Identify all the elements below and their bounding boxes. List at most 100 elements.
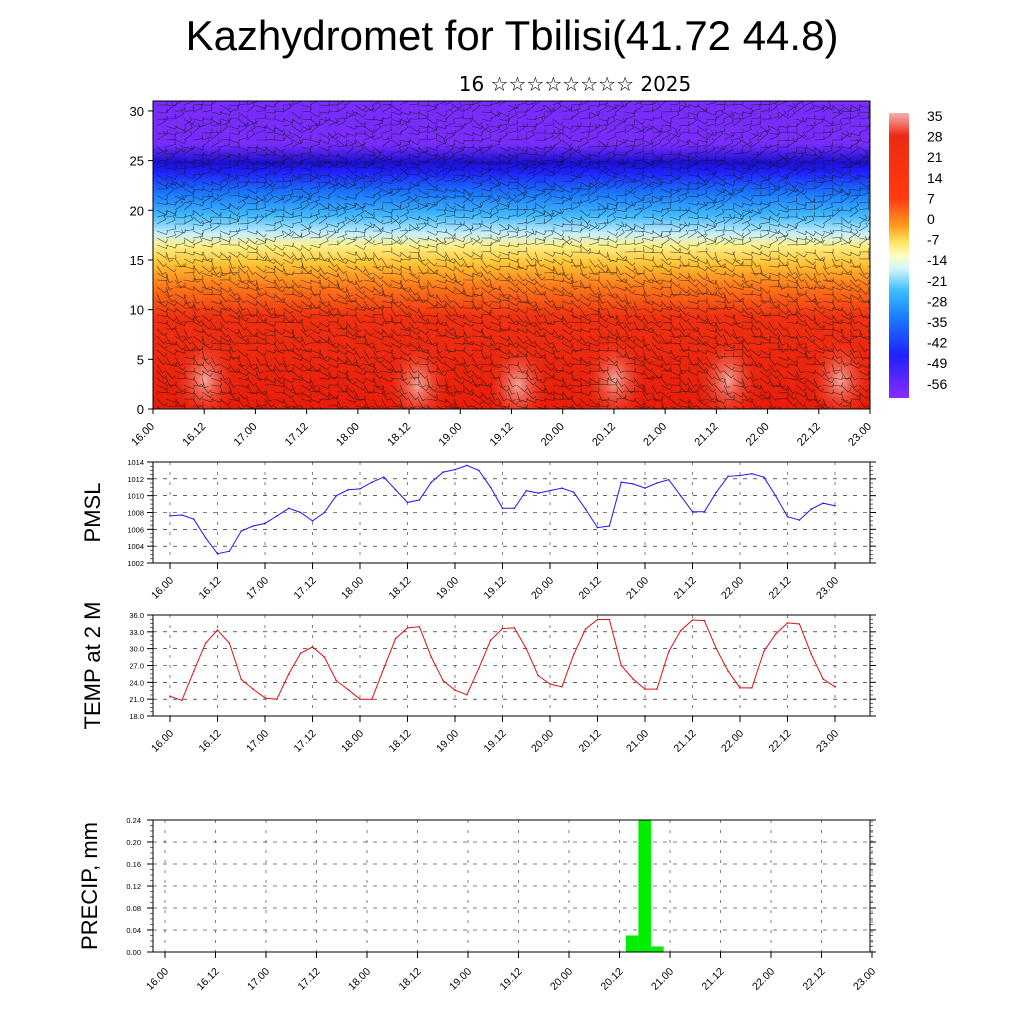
wind-barb	[408, 160, 420, 167]
wind-barb	[327, 251, 338, 261]
wind-barb	[651, 174, 663, 181]
wind-barb	[786, 342, 797, 352]
wind-barb	[633, 180, 644, 190]
wind-barb	[813, 237, 825, 244]
wind-barb	[525, 204, 537, 211]
wind-barb	[219, 398, 231, 406]
wind-barb	[741, 300, 751, 311]
wind-barb	[723, 272, 735, 277]
wind-barb	[192, 293, 201, 304]
data-point	[668, 650, 670, 653]
wind-barb	[561, 279, 573, 285]
wind-barb	[264, 237, 277, 243]
wind-barb	[552, 157, 564, 163]
wind-barb	[633, 356, 645, 364]
wind-barb	[165, 251, 174, 262]
wind-barb	[597, 251, 609, 259]
wind-barb	[642, 321, 653, 331]
y-tick-label: 1002	[127, 559, 144, 568]
wind-barb	[615, 251, 627, 260]
wind-barb	[552, 366, 564, 372]
wind-barb	[768, 160, 780, 168]
wind-barb	[831, 307, 844, 312]
wind-barb	[282, 405, 295, 409]
wind-barb	[588, 181, 600, 188]
wind-barb	[318, 370, 330, 377]
wind-barb	[813, 146, 825, 154]
wind-barb	[408, 286, 419, 296]
wind-barb	[174, 363, 186, 371]
wind-barb	[660, 236, 670, 246]
wind-barb	[660, 126, 672, 134]
wind-barb	[228, 279, 240, 287]
wind-barb	[534, 332, 546, 337]
wind-barb	[660, 405, 666, 409]
wind-barb	[255, 164, 267, 169]
data-point	[323, 511, 326, 514]
wind-barb	[156, 370, 168, 379]
wind-barb	[795, 186, 805, 197]
wind-barb	[210, 186, 222, 191]
wind-barb	[687, 172, 699, 177]
x-tick-label: 19.00	[434, 575, 461, 602]
wind-barb	[516, 247, 528, 253]
data-point	[584, 508, 587, 510]
wind-barb	[354, 272, 364, 283]
wind-barb	[255, 349, 267, 357]
wind-barb	[633, 404, 645, 409]
wind-barb	[597, 321, 609, 329]
wind-barb	[336, 272, 346, 282]
y-tick-label: 24.0	[129, 678, 144, 687]
wind-barb	[381, 212, 393, 218]
wind-barb	[507, 152, 518, 162]
wind-barb	[489, 265, 502, 271]
wind-barb	[300, 285, 312, 290]
wind-barb	[444, 307, 454, 317]
wind-barb	[309, 328, 321, 335]
data-point	[394, 637, 397, 640]
wind-barb	[642, 160, 655, 166]
wind-barb	[489, 299, 501, 304]
wind-barb	[705, 291, 717, 296]
y-tick-label: 18.0	[129, 712, 144, 721]
wind-barb	[660, 278, 672, 283]
wind-barb	[174, 105, 186, 113]
wind-barb	[561, 403, 573, 409]
wind-barb	[570, 146, 582, 154]
wind-barb	[219, 118, 230, 127]
wind-barb	[210, 356, 220, 367]
wind-barb	[750, 363, 762, 368]
wind-barb	[777, 363, 789, 369]
wind-barb	[228, 229, 239, 239]
wind-barb	[660, 356, 671, 366]
wind-barb	[345, 125, 357, 130]
wind-barb	[390, 139, 402, 146]
wind-barb	[309, 290, 321, 295]
wind-barb	[309, 377, 318, 388]
wind-barb	[660, 150, 672, 156]
wind-barb	[597, 218, 609, 225]
wind-barb	[363, 151, 375, 157]
wind-barb	[858, 216, 870, 222]
wind-barb	[336, 384, 348, 393]
wind-barb	[651, 384, 661, 395]
wind-barb	[480, 194, 491, 204]
wind-barb	[256, 290, 267, 295]
wind-barb	[435, 377, 444, 388]
wind-barb	[336, 349, 348, 355]
wind-barb	[453, 237, 466, 243]
wind-barb	[498, 231, 509, 239]
wind-barb	[237, 180, 248, 190]
wind-barb	[615, 239, 627, 246]
wind-barb	[363, 159, 374, 169]
wind-barb	[255, 265, 267, 273]
wind-barb	[579, 272, 591, 280]
wind-barb	[552, 377, 565, 382]
wind-barb	[453, 202, 465, 209]
wind-barb	[525, 300, 537, 308]
wind-barb	[678, 345, 690, 351]
wind-barb	[795, 307, 805, 318]
wind-barb	[471, 181, 482, 190]
wind-barb	[444, 187, 456, 193]
wind-barb	[705, 145, 716, 155]
